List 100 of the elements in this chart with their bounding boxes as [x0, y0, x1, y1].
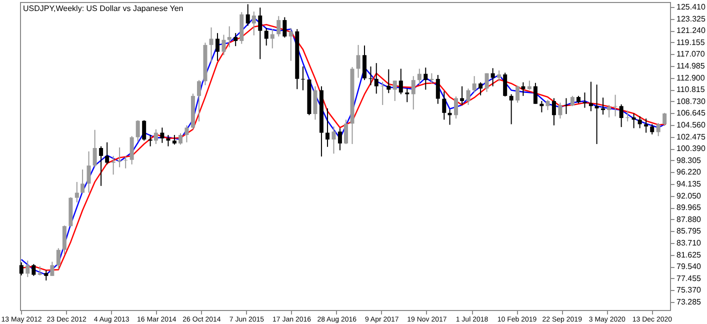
candlestick: [313, 86, 318, 120]
y-tick-label: 89.965: [676, 203, 702, 212]
y-tick-label: 110.815: [676, 85, 706, 94]
candlestick: [466, 88, 470, 106]
candlestick: [74, 181, 79, 203]
y-tick-label: 121.240: [676, 26, 706, 36]
candlestick: [184, 124, 189, 143]
candlestick: [497, 70, 502, 82]
y-tick-label: 106.645: [676, 108, 706, 118]
candlestick: [650, 124, 654, 135]
candlestick: [26, 260, 30, 278]
candlestick: [356, 44, 360, 78]
y-tick-label: 87.880: [676, 214, 702, 224]
y-tick-label: 77.455: [676, 274, 702, 283]
candlestick: [582, 92, 587, 108]
y-tick-label: 81.625: [676, 250, 702, 260]
y-tick-label: 73.285: [676, 298, 702, 307]
candlestick: [62, 225, 66, 255]
candlestick: [362, 45, 367, 81]
candlestick: [246, 4, 250, 26]
candlestick: [215, 32, 220, 62]
candlestick: [38, 266, 42, 276]
candlestick: [558, 102, 562, 120]
candlestick: [142, 120, 146, 142]
candlestick: [288, 27, 293, 62]
candlestick: [619, 104, 624, 128]
candlestick: [638, 116, 642, 129]
candlestick: [154, 128, 158, 145]
candlestick: [50, 261, 54, 276]
candlestick: [516, 85, 520, 104]
candlestick: [172, 134, 176, 146]
y-tick-label: 108.730: [676, 96, 706, 106]
candlestick: [374, 62, 378, 94]
candlestick: [398, 68, 403, 95]
candlestick: [386, 68, 391, 94]
candlestick: [472, 76, 476, 94]
candlestick: [332, 126, 336, 154]
candlestick: [656, 122, 660, 137]
y-tick-label: 104.560: [676, 120, 706, 130]
y-tick-label: 114.985: [676, 61, 706, 70]
candlestick: [644, 118, 648, 134]
candlestick: [32, 264, 36, 276]
y-tick-label: 94.135: [676, 180, 702, 189]
candlestick: [44, 270, 48, 281]
candlestick: [209, 26, 214, 64]
candlestick: [533, 82, 538, 104]
candlestick: [86, 150, 91, 194]
candlestick: [178, 132, 182, 146]
candlestick: [490, 68, 495, 87]
candlestick: [503, 72, 508, 97]
candlestick: [338, 128, 342, 151]
candlestick: [56, 248, 60, 270]
candlestick: [130, 136, 134, 165]
candlestick: [105, 142, 110, 165]
candlestick: [282, 16, 287, 38]
candlestick: [484, 72, 489, 92]
candlestick: [19, 262, 24, 276]
candlestick: [380, 81, 385, 106]
candlestick: [460, 86, 464, 106]
y-tick-label: 85.795: [676, 226, 702, 236]
y-tick-label: 117.070: [676, 50, 706, 59]
y-tick-label: 123.325: [676, 14, 706, 24]
candlestick: [92, 129, 97, 168]
candlestick: [160, 127, 164, 144]
y-tick-label: 125.410: [676, 2, 706, 12]
candlestick: [546, 99, 550, 111]
y-tick-label: 83.710: [676, 238, 702, 248]
candlestick: [276, 16, 281, 37]
candlestick: [99, 146, 104, 186]
candlestick: [417, 68, 422, 86]
y-tick-label: 75.370: [676, 286, 702, 295]
candlestick: [234, 32, 238, 47]
candlestick: [607, 104, 612, 118]
candlestick: [454, 96, 458, 120]
candlestick: [552, 98, 556, 126]
chart-title: USDJPY,Weekly: US Dollar vs Japanese Yen: [23, 4, 184, 13]
candlestick: [80, 169, 85, 194]
y-tick-label: 92.050: [676, 191, 702, 200]
y-tick-label: 119.155: [676, 38, 706, 47]
candlestick: [411, 76, 416, 110]
y-tick-label: 79.540: [676, 262, 702, 272]
y-tick-label: 100.390: [676, 144, 706, 154]
candlestick: [424, 67, 428, 90]
candlestick: [252, 11, 256, 36]
candlestick: [570, 95, 574, 107]
candlestick: [392, 80, 397, 102]
candlestick: [227, 26, 232, 48]
candlestick: [662, 112, 667, 126]
candlestick: [442, 90, 446, 120]
candlestick: [594, 84, 599, 145]
candlestick: [478, 82, 483, 96]
candlestick: [326, 108, 330, 148]
candlestick: [136, 120, 140, 142]
candlestick: [509, 94, 514, 125]
candlestick: [196, 80, 201, 122]
y-tick-label: 102.475: [676, 132, 706, 142]
y-tick-label: 112.900: [676, 73, 706, 82]
y-tick-label: 96.220: [676, 168, 702, 177]
candlestick: [270, 28, 274, 49]
y-tick-label: 98.305: [676, 156, 702, 165]
